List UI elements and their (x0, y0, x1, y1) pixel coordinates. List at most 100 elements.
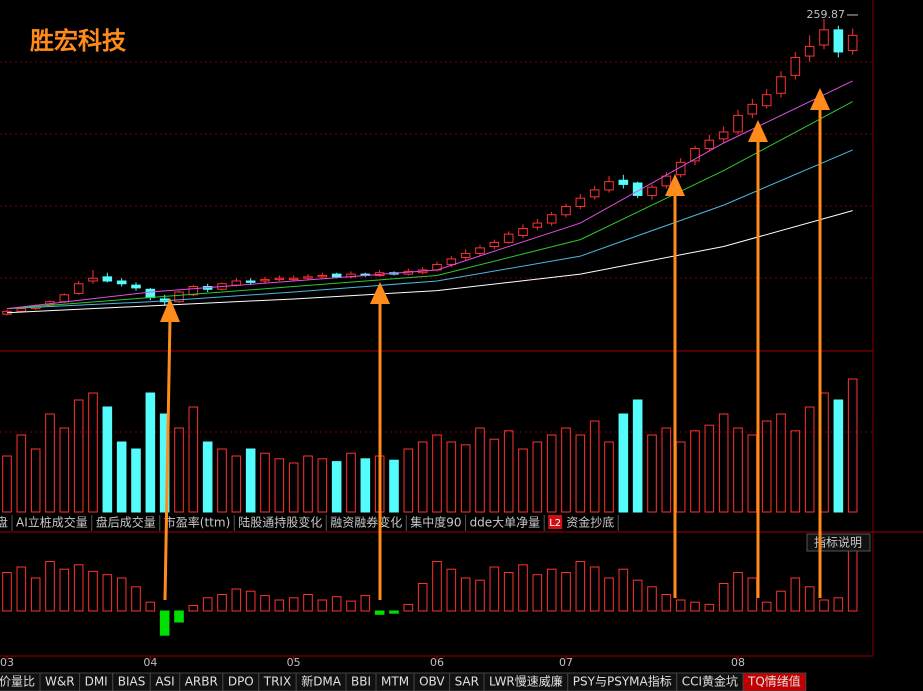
indicator-bar (374, 610, 385, 615)
candle-body (790, 56, 801, 76)
volume-bar (217, 448, 227, 513)
bottom-tab[interactable]: 新DMA (301, 674, 342, 689)
annotation-arrows (160, 88, 830, 601)
indicator-tab[interactable]: 融资融券变化 (330, 515, 402, 530)
help-button[interactable]: 指标说明 (814, 535, 862, 550)
bottom-tab[interactable]: W&R (45, 675, 75, 689)
volume-bar (589, 420, 600, 513)
indicator-bar (776, 590, 786, 612)
volume-bar (761, 420, 772, 513)
volume-bar (16, 434, 27, 513)
volume-bar (604, 441, 614, 513)
frame (0, 0, 923, 657)
volume-bar (575, 434, 586, 513)
bottom-tab[interactable]: BIAS (118, 675, 146, 689)
indicator-tab[interactable]: 市盈率(ttm) (164, 515, 230, 530)
candle-body (16, 308, 27, 312)
indicator-bar (231, 588, 242, 612)
indicator-bar (847, 544, 858, 612)
bottom-tab[interactable]: CCI黄金坑 (682, 674, 738, 689)
candle-body (489, 241, 500, 248)
indicator-bar (16, 566, 27, 612)
bottom-tab[interactable]: ARBR (185, 675, 218, 689)
candle-body (331, 273, 342, 278)
indicator-tab[interactable]: AI立桩成交量 (16, 515, 88, 530)
bottom-tab[interactable]: ASI (155, 675, 174, 689)
candle-body (317, 274, 328, 278)
bottom-tabs: 价量比 W&R DMI BIAS ASI ARBR DPO TRIX 新DMA BBI MTM OBV… (0, 672, 807, 691)
bottom-tab[interactable]: BBI (351, 675, 371, 689)
indicator-tab[interactable]: 资金抄底 (566, 515, 614, 530)
candle-body (618, 179, 629, 185)
indicator-tab[interactable]: 陆股通持股变化 (238, 515, 322, 530)
volume-bar (675, 441, 686, 513)
volume-bar (661, 427, 672, 513)
candle-body (661, 175, 672, 187)
candle-body (73, 283, 84, 294)
candle-body (776, 76, 786, 94)
indicator-bar (446, 568, 457, 612)
candle-body (245, 280, 256, 283)
volume-bar (245, 448, 256, 513)
indicator-bar (403, 603, 414, 612)
moving-average (6, 80, 853, 310)
volume-bar (188, 406, 199, 513)
bottom-tab[interactable]: 价量比 (0, 675, 35, 689)
indicator-tab[interactable]: 集中度90 (410, 515, 461, 530)
candle-body (819, 29, 829, 46)
volume-bar (73, 399, 84, 513)
indicator-bar (532, 574, 543, 612)
candle-body (647, 186, 657, 196)
candle-body (604, 181, 614, 191)
candle-body (546, 214, 557, 224)
indicator-bar (346, 600, 356, 612)
bottom-tab[interactable]: MTM (381, 675, 409, 689)
bottom-tab[interactable]: PSY与PSYMA指标 (573, 674, 672, 689)
indicator-tab[interactable]: dde大单净量 (470, 516, 541, 530)
indicator-bar (417, 583, 428, 612)
indicator-bar (188, 605, 199, 612)
max-price-label: 259.87 (807, 8, 846, 21)
indicator-bar (546, 568, 557, 612)
indicator-tab[interactable]: 盘 (0, 515, 8, 530)
bottom-tab[interactable]: OBV (419, 675, 445, 689)
bottom-tab[interactable]: SAR (455, 675, 479, 689)
indicator-bar (274, 599, 285, 612)
indicator-bar (790, 577, 801, 612)
stock-title: 胜宏科技 (30, 27, 127, 55)
indicator-bar (733, 572, 743, 612)
indicator-bar (747, 577, 758, 612)
bottom-tab[interactable]: DPO (228, 675, 254, 689)
indicator-bar (389, 610, 399, 614)
indicator-bar (317, 599, 328, 612)
indicator-bar (73, 564, 84, 612)
x-tick-label: 06 (430, 656, 444, 669)
candle-body (833, 29, 844, 53)
indicator-bar (260, 595, 270, 612)
candle-body (503, 233, 514, 243)
candle-body (59, 294, 70, 303)
candle-body (145, 288, 156, 299)
volume-bar (718, 413, 729, 513)
candle-body (274, 277, 285, 281)
indicator-bar (489, 566, 500, 612)
volume-bar (489, 438, 500, 513)
indicator-bar (145, 601, 156, 612)
bottom-tab[interactable]: DMI (85, 675, 108, 689)
volume-bar (102, 406, 113, 513)
volume-bar (747, 434, 758, 513)
bottom-tab[interactable]: TRIX (263, 675, 291, 689)
indicator-tab[interactable]: 盘后成交量 (96, 515, 156, 530)
indicator-bar (202, 597, 213, 612)
indicator-bar (647, 586, 657, 612)
bottom-tab[interactable]: LWR慢速威廉 (489, 674, 563, 689)
candle-body (288, 277, 299, 281)
volume-bar (561, 427, 571, 513)
bottom-tab[interactable]: TQ情绪值 (747, 674, 801, 689)
indicator-bar (174, 610, 184, 623)
volume-bar (360, 458, 371, 513)
indicator-bar (475, 579, 485, 612)
candle-body (231, 280, 242, 286)
